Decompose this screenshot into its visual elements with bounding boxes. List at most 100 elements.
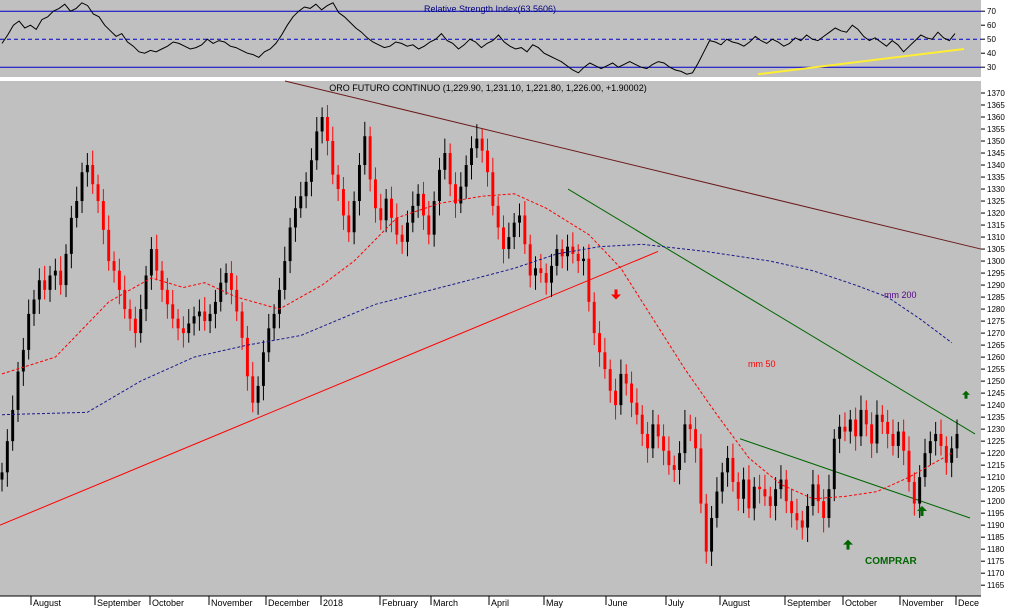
candle-body	[406, 222, 409, 242]
candle-body	[688, 424, 692, 430]
candle-body	[320, 117, 324, 132]
candle-body	[875, 414, 879, 444]
candle-body	[907, 450, 911, 482]
candle-body	[261, 352, 265, 386]
candle-body	[5, 441, 9, 473]
candle-body	[438, 169, 441, 202]
price-y-tick-label: 1345	[987, 149, 1005, 158]
price-y-tick-label: 1315	[987, 221, 1005, 230]
candle-body	[443, 153, 447, 170]
price-y-tick-label: 1215	[987, 461, 1005, 470]
wedge-support-line	[739, 438, 971, 519]
candle-body	[512, 222, 516, 238]
candle-body	[816, 484, 820, 502]
candle-body	[288, 227, 292, 262]
buy-arrow-icon-shaft	[846, 542, 850, 550]
candle-body	[203, 311, 207, 322]
candle-body	[331, 141, 335, 175]
x-tick-label: February	[382, 598, 419, 608]
candle-body	[229, 273, 233, 290]
candle-body	[69, 217, 73, 254]
candle-body	[272, 313, 276, 329]
candle-body	[928, 441, 932, 454]
buy-arrow-icon	[917, 505, 927, 511]
candle-body	[950, 448, 954, 463]
candle-body	[486, 150, 489, 173]
candle-body	[384, 198, 388, 221]
candle-body	[357, 165, 361, 202]
price-y-tick-label: 1295	[987, 269, 1005, 278]
price-y-tick-label: 1230	[987, 425, 1005, 434]
price-y-tick-label: 1245	[987, 389, 1005, 398]
candle-body	[187, 323, 191, 334]
candle-body	[91, 165, 95, 185]
candle-body	[896, 431, 900, 446]
candle-body	[21, 349, 25, 372]
x-tick-label: August	[33, 598, 62, 608]
price-y-tick-label: 1205	[987, 485, 1005, 494]
price-y-tick-label: 1220	[987, 449, 1005, 458]
candle-body	[768, 496, 772, 506]
candle-body	[870, 424, 874, 444]
price-y-tick-label: 1165	[987, 581, 1005, 590]
candle-body	[587, 258, 591, 302]
price-y-tick-label: 1285	[987, 293, 1005, 302]
candle-body	[848, 419, 852, 432]
candle-body	[0, 472, 4, 480]
price-y-tick-label: 1320	[987, 209, 1005, 218]
candle-body	[582, 258, 586, 262]
buy-arrow-icon	[962, 390, 970, 395]
candle-body	[795, 513, 799, 521]
candle-body	[299, 196, 303, 209]
candle-body	[432, 201, 436, 235]
candle-body	[16, 371, 20, 410]
candle-body	[720, 472, 724, 492]
candle-body	[48, 275, 52, 290]
candle-body	[37, 280, 41, 300]
candle-body	[747, 479, 751, 509]
candle-body	[43, 280, 47, 290]
candle-body	[726, 457, 730, 473]
price-y-tick-label: 1335	[987, 173, 1005, 182]
buy-arrow-icon-shaft	[920, 508, 924, 516]
candle-body	[534, 268, 537, 276]
rsi-panel: Relative Strength Index(63.5606) 70 60 50 4…	[0, 0, 996, 77]
candle-body	[64, 253, 68, 286]
price-y-tick-label: 1235	[987, 413, 1005, 422]
candle-body	[630, 383, 634, 403]
candle-body	[416, 193, 420, 206]
buy-arrow-icon	[843, 539, 853, 545]
candle-body	[624, 373, 628, 384]
candle-body	[454, 184, 457, 204]
candle-body	[53, 270, 57, 276]
candle-body	[470, 148, 473, 166]
candle-body	[891, 433, 895, 446]
candle-body	[710, 517, 714, 552]
candle-body	[784, 479, 788, 502]
ma200-line	[1, 243, 953, 416]
candle-body	[619, 373, 623, 406]
candle-body	[544, 273, 548, 283]
candle-body	[363, 136, 367, 166]
ma50-label: mm 50	[748, 359, 776, 369]
ma50-line	[1, 193, 952, 500]
price-panel: ORO FUTURO CONTINUO (1,229.90, 1,231.10,…	[0, 80, 1005, 596]
candle-body	[96, 184, 100, 202]
candle-body	[678, 453, 682, 470]
candle-body	[566, 246, 569, 257]
candle-body	[662, 436, 666, 451]
candle-body	[304, 181, 308, 197]
candle-body	[576, 253, 580, 262]
candle-body	[646, 433, 650, 449]
price-y-tick-label: 1355	[987, 125, 1005, 134]
candle-body	[277, 289, 281, 314]
price-y-tick-label: 1250	[987, 377, 1005, 386]
price-y-tick-label: 1305	[987, 245, 1005, 254]
candle-body	[240, 311, 244, 338]
candle-body	[395, 217, 399, 235]
candle-body	[923, 453, 927, 478]
candle-body	[635, 402, 639, 415]
candle-body	[171, 304, 175, 319]
